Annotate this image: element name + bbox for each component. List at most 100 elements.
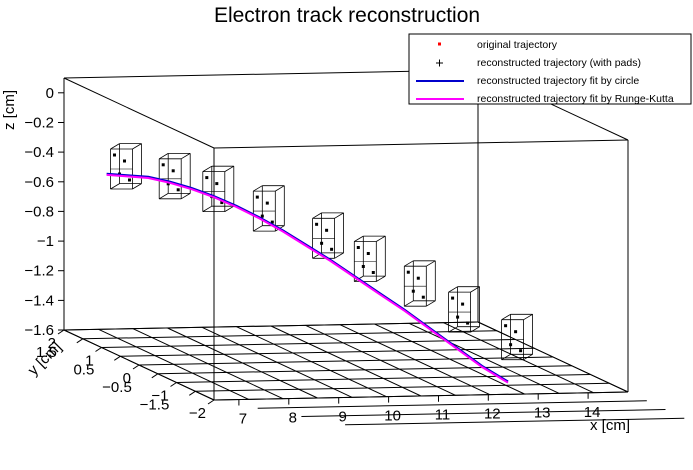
pad-marker (315, 222, 319, 226)
y-tick (151, 373, 159, 379)
x-tick-label: 7 (239, 411, 247, 428)
y-tick (95, 347, 102, 352)
z-tick-label: −1.2 (24, 263, 54, 280)
y-tick-label: −2 (189, 405, 206, 422)
pad-box (312, 212, 345, 259)
pad-marker (128, 178, 131, 182)
y-tick (76, 338, 84, 344)
pad-box-edge (426, 300, 436, 307)
pad-marker (519, 349, 523, 353)
legend-label: original trajectory (477, 39, 558, 51)
z-axis-label: z [cm] (1, 90, 18, 130)
pad-box-edge (224, 165, 235, 172)
pad-marker (260, 214, 264, 218)
legend-label: reconstructed trajectory (with pads) (477, 57, 641, 69)
legend-label: reconstructed trajectory fit by Runge-Ku… (477, 93, 674, 105)
y-tick-label: −1.5 (140, 396, 170, 413)
pad-box-edge (110, 183, 120, 190)
pad-box-edge (523, 313, 533, 321)
grid-line (195, 382, 610, 392)
pad-box-edge (158, 193, 169, 200)
x-tick-label: 12 (484, 406, 501, 423)
pad-box (448, 286, 481, 333)
pad-marker (509, 343, 513, 347)
series-line (106, 173, 509, 384)
grid-line (257, 400, 647, 409)
pad-marker (265, 201, 269, 205)
pad-box-edge (132, 143, 142, 150)
pad-box-edge (470, 326, 480, 333)
pad-marker (255, 195, 259, 199)
pad-box-edge (132, 183, 142, 190)
legend-item: original trajectory (438, 39, 558, 51)
pad-marker (176, 188, 180, 192)
pad-box-edge (312, 212, 322, 219)
pad-marker (411, 289, 415, 293)
pad-box (501, 313, 533, 361)
frame-edge (213, 139, 629, 149)
x-axis-ticks: 7 8 9 10 11 12 13 14 (238, 392, 601, 428)
grid-line (345, 417, 685, 426)
pad-box-edge (334, 212, 344, 219)
pad-marker (205, 176, 209, 180)
pad-box-edge (334, 252, 344, 259)
frame-edge (63, 77, 215, 149)
y-tick (132, 364, 140, 370)
pad-box-edge (202, 205, 213, 212)
y-tick (170, 382, 177, 387)
legend-item: reconstructed trajectory fit by circle (416, 75, 639, 87)
y-tick-label: 1.5 (36, 344, 57, 361)
pad-marker (356, 246, 360, 249)
pad-marker (406, 270, 410, 274)
pad-box-edge (202, 165, 213, 172)
pad-marker (113, 153, 116, 157)
pad-box-edge (376, 235, 386, 242)
pad-box-edge (158, 153, 169, 160)
pad-marker (371, 271, 375, 274)
grid-line (301, 409, 666, 417)
x-tick-label: 14 (584, 404, 601, 421)
z-tick-label: −1.4 (24, 292, 54, 309)
z-tick-label: −0.4 (24, 144, 54, 161)
series-group (106, 172, 509, 384)
y-tick-label: 0.5 (73, 361, 94, 378)
pad-box-edge (253, 225, 263, 232)
y-axis-ticks: 21.5 10.5 0−0.5 −1−1.5 −2 (36, 329, 215, 422)
pad-box (403, 260, 436, 307)
pad-marker (270, 220, 274, 224)
pad-box (158, 152, 191, 200)
y-tick (189, 390, 196, 396)
pad-box-edge (376, 275, 386, 282)
y-tick-label: −1 (151, 388, 168, 405)
legend-label: reconstructed trajectory fit by circle (477, 75, 639, 87)
y-tick (207, 399, 215, 405)
legend-marker-square (438, 42, 441, 46)
legend-item: reconstructed trajectory fit by Runge-Ku… (416, 93, 674, 105)
z-tick-label: −1 (37, 233, 54, 250)
pad-marker (416, 276, 420, 280)
z-tick-label: −1.6 (24, 322, 54, 339)
z-axis-ticks: 0 −0.2 −0.4 −0.6 −0.8 −1 −1.2 −1.4 −1.6 (24, 85, 64, 339)
x-tick-label: 11 (435, 407, 451, 424)
x-tick-label: 13 (534, 405, 551, 422)
pad-marker (504, 324, 508, 328)
pad-box-edge (404, 260, 414, 267)
pad-box (110, 143, 142, 190)
legend-box (408, 33, 692, 105)
pad-box-edge (354, 235, 364, 242)
pad-box-edge (501, 353, 511, 361)
pad-marker (366, 252, 370, 255)
pad-box (353, 235, 386, 282)
pad-box-edge (470, 286, 480, 293)
y-tick-label: 0 (123, 370, 131, 387)
pad-box-edge (180, 153, 191, 160)
pad-marker (361, 265, 365, 268)
pad-marker (451, 296, 455, 300)
pad-marker (456, 315, 460, 319)
y-tick (114, 355, 121, 361)
pad-marker (421, 295, 425, 299)
floor-grid (63, 321, 685, 426)
grid-line (120, 347, 535, 357)
chart-title: Electron track reconstruction (214, 4, 480, 27)
